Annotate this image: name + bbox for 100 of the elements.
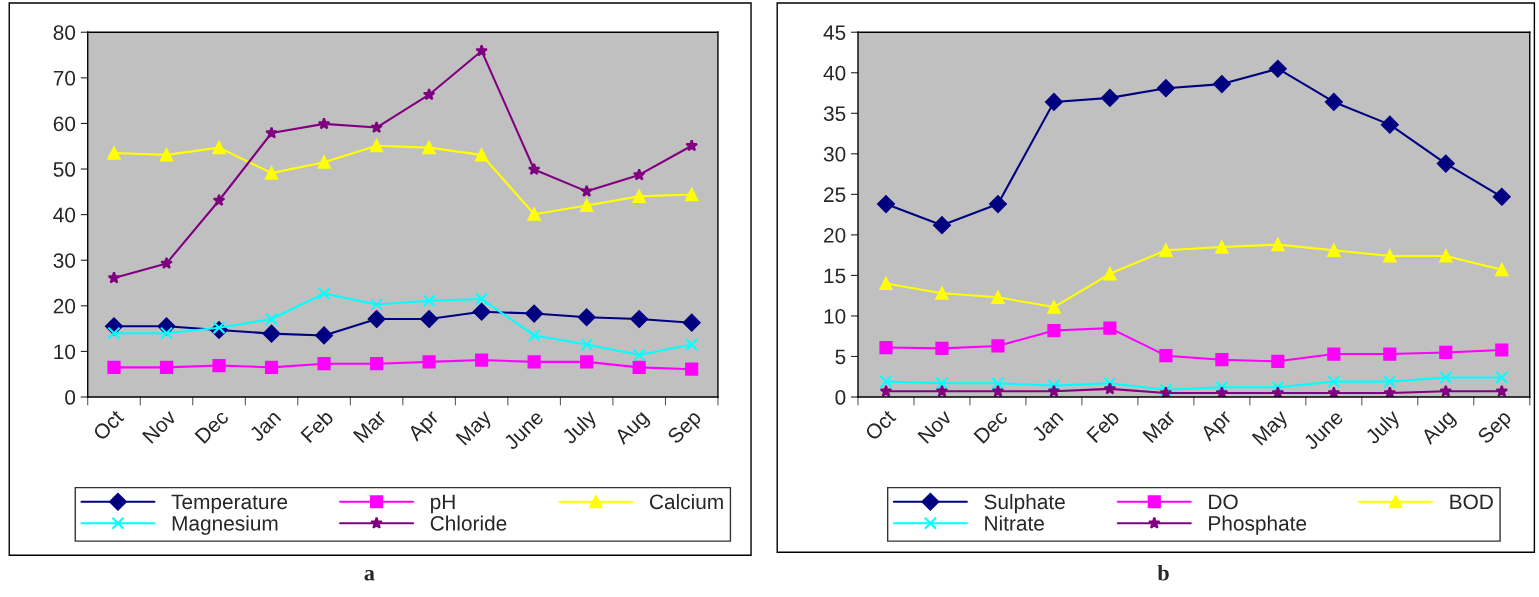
y-tick-label: 45 [823, 25, 846, 40]
y-tick-label: 80 [53, 25, 76, 40]
legend-label: Temperature [171, 494, 288, 514]
point [422, 141, 436, 155]
point [159, 326, 174, 340]
text: b [1157, 564, 1169, 581]
point [212, 193, 226, 207]
x-tick-label: Aug [1420, 409, 1459, 449]
point [935, 384, 949, 397]
x-tick-label: Aug [613, 409, 652, 449]
point [212, 358, 226, 373]
point [475, 44, 488, 57]
y-tick-label: 15 [824, 268, 846, 284]
point [1324, 93, 1343, 111]
point [1327, 243, 1341, 257]
point [107, 360, 121, 374]
point [1439, 370, 1453, 385]
y-tick-label: 20 [53, 298, 76, 314]
point [212, 141, 226, 155]
point [527, 328, 541, 343]
point [1156, 79, 1175, 98]
x-tick-label: Feb [1085, 408, 1121, 444]
point [367, 310, 386, 328]
x-tick-label: Mar [1142, 408, 1177, 444]
point [580, 355, 594, 369]
point [159, 360, 174, 374]
y-tick-label: 0 [65, 390, 76, 405]
point [933, 216, 951, 235]
point [991, 384, 1005, 397]
legend-label: DO [1209, 494, 1238, 510]
point [1271, 386, 1285, 397]
point [1215, 353, 1229, 367]
point [1439, 345, 1453, 360]
point [879, 276, 893, 291]
y-tick-label: 25 [824, 187, 846, 203]
x-tick-label: July [1363, 408, 1404, 448]
point [475, 148, 489, 162]
point [1268, 59, 1287, 78]
point [1103, 382, 1117, 395]
point [159, 148, 174, 162]
point [1380, 115, 1399, 134]
y-tick-label: 5 [835, 349, 846, 365]
x-tick-label: Jan [248, 409, 282, 443]
legend-label: Chloride [430, 515, 507, 531]
point [1103, 321, 1117, 335]
y-tick-label: 10 [54, 344, 76, 360]
point [369, 357, 384, 371]
x-tick-label: Feb [299, 408, 335, 444]
point [1047, 384, 1061, 397]
point [1327, 386, 1341, 397]
y-tick-label: 60 [53, 116, 76, 132]
y-tick-label: 10 [824, 308, 846, 324]
point [317, 357, 331, 371]
point [877, 195, 895, 213]
point [685, 362, 699, 376]
point [1215, 386, 1229, 397]
legend-label: Phosphate [1209, 515, 1307, 535]
point [630, 310, 649, 328]
point [1495, 343, 1509, 357]
point [1495, 370, 1509, 385]
point [1383, 375, 1397, 389]
point [1436, 154, 1455, 173]
point [107, 271, 121, 284]
y-tick-label: 40 [53, 207, 76, 223]
point [577, 308, 596, 327]
point [682, 313, 701, 332]
point [1439, 384, 1453, 397]
point [422, 294, 436, 308]
x-tick-label: Jan [1030, 409, 1064, 443]
point [472, 302, 491, 321]
x-tick-label: Apr [1199, 408, 1236, 445]
point [879, 340, 893, 355]
point [685, 139, 699, 152]
y-tick-label: 30 [823, 146, 846, 162]
point [527, 162, 541, 176]
point [935, 376, 949, 390]
point [879, 384, 893, 397]
point [580, 337, 594, 352]
point [1212, 75, 1231, 94]
legend-label: Magnesium [172, 515, 278, 535]
x-tick-label: Dec [194, 409, 230, 444]
point [991, 290, 1005, 304]
point [422, 88, 436, 101]
point [317, 155, 331, 169]
x-tick-label: Apr [406, 408, 443, 445]
point [1383, 249, 1397, 263]
point [1383, 386, 1397, 397]
x-tick-label: May [455, 408, 496, 449]
x-tick-label: Sep [666, 409, 705, 448]
legend-label: Sulphate [984, 493, 1065, 514]
point [879, 375, 893, 389]
point [1495, 263, 1509, 277]
y-tick-label: 40 [823, 65, 846, 81]
point [420, 310, 438, 328]
legend-label: Calcium [649, 493, 723, 510]
x-tick-label: July [560, 408, 601, 448]
point [632, 348, 646, 362]
point [935, 341, 949, 355]
point [264, 312, 279, 326]
point [1103, 267, 1117, 281]
